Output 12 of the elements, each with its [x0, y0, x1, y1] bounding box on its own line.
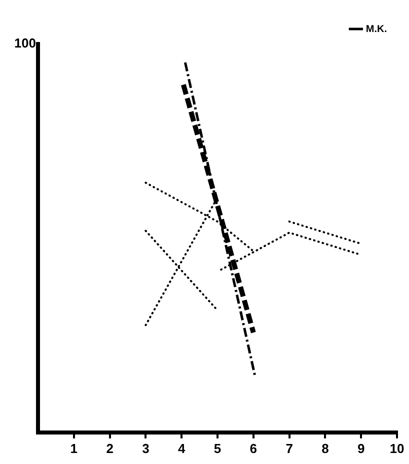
legend-label: M.K.: [366, 24, 388, 35]
x-tick-label: 5: [214, 440, 222, 456]
text: 100: [14, 36, 36, 51]
x-tick-label: 7: [286, 440, 293, 456]
x-tick-label: 9: [357, 440, 365, 456]
x-tick-label: 6: [250, 440, 258, 456]
x-tick-label: 3: [142, 440, 150, 456]
x-tick-label: 2: [106, 440, 114, 456]
x-tick-label: 1: [70, 440, 78, 456]
x-tick-label: 8: [322, 440, 329, 456]
x-tick-label: 4: [178, 440, 186, 456]
x-tick-label: 10: [390, 440, 404, 456]
